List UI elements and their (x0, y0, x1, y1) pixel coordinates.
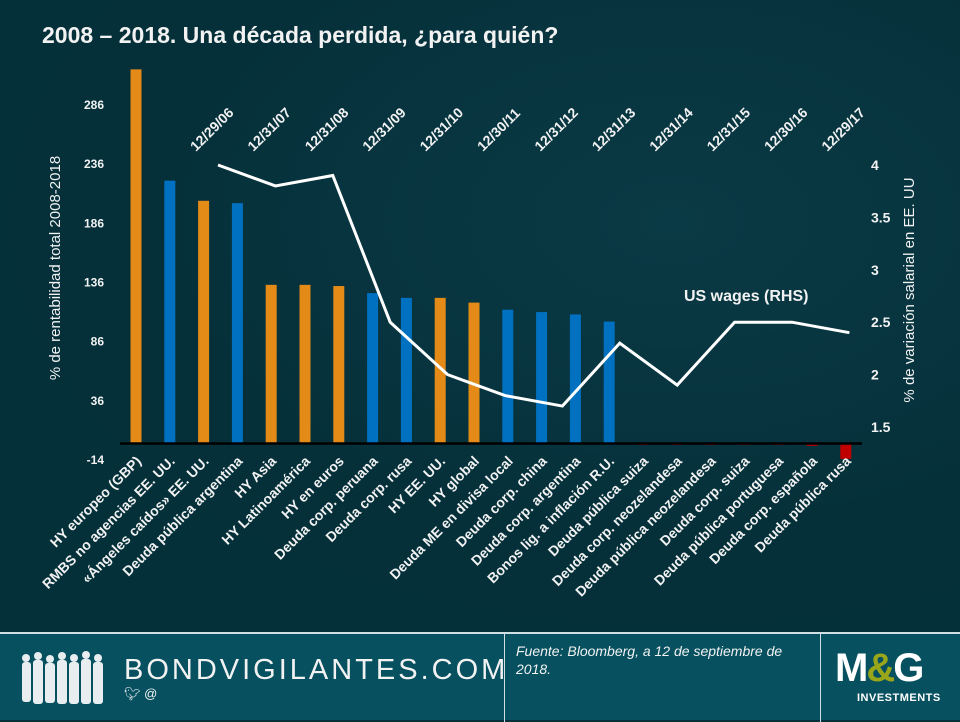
footer: BONDVIGILANTES.COM 🐦︎ @ Fuente: Bloomber… (0, 632, 960, 720)
bar (131, 69, 142, 443)
bar (164, 181, 175, 444)
logo-amp: & (866, 646, 893, 690)
bar (333, 286, 344, 443)
divider (504, 634, 505, 722)
bar (469, 303, 480, 444)
date-label: 12/31/13 (589, 104, 639, 154)
date-label: 12/31/14 (646, 104, 696, 154)
logo-m: M (835, 646, 866, 690)
logo-subtitle: INVESTMENTS (857, 692, 941, 704)
y2-tick-label: 3 (871, 262, 879, 278)
y-tick-label: 186 (84, 216, 104, 230)
chart-svg: 286 236 186 136 86 36 -14 % de rentabilidad tot… (0, 0, 960, 632)
y2-axis-title: % de variación salarial en EE. UU (901, 177, 918, 402)
x-tick-label: RMBS no agencias EE. UU. (39, 453, 178, 592)
bar (266, 285, 277, 444)
people-silhouette-logo-icon (20, 650, 108, 708)
x-tick-label: «Ángeles caídos» EE. UU. (78, 453, 211, 586)
y2-tick-label: 3.5 (871, 209, 891, 225)
bar (367, 293, 378, 443)
y-tick-label: 236 (84, 157, 104, 171)
bar (300, 285, 311, 444)
date-label: 12/31/07 (244, 104, 294, 154)
logo-g: G (893, 646, 922, 690)
bar (401, 298, 412, 444)
y-tick-label: 136 (84, 275, 104, 289)
mg-investments-logo: M&G INVESTMENTS (835, 646, 955, 712)
series-annotation: US wages (RHS) (684, 288, 808, 305)
date-label: 12/30/16 (761, 104, 811, 154)
brand-name: BONDVIGILANTES.COM (124, 654, 508, 687)
bar (232, 203, 243, 443)
bar (570, 314, 581, 443)
date-label: 12/31/10 (416, 104, 466, 154)
date-label: 12/29/06 (187, 104, 237, 154)
us-wages-line (218, 165, 849, 406)
y2-tick-label: 4 (871, 157, 879, 173)
source-note: Fuente: Bloomberg, a 12 de septiembre de… (516, 642, 806, 678)
social-links: 🐦︎ @ (124, 686, 157, 702)
bar (536, 312, 547, 443)
date-label: 12/31/15 (703, 104, 753, 154)
y-tick-label: 36 (91, 394, 105, 408)
y2-tick-label: 2 (871, 367, 879, 383)
y-axis-title: % de rentabilidad total 2008-2018 (47, 156, 64, 380)
date-label: 12/30/11 (474, 105, 523, 154)
divider (820, 634, 821, 722)
bar (198, 201, 209, 444)
date-label: 12/31/09 (359, 104, 409, 154)
y-tick-label: 286 (84, 98, 104, 112)
y2-tick-label: 1.5 (871, 419, 891, 435)
twitter-icon[interactable]: 🐦︎ (124, 686, 141, 701)
y-tick-label: 86 (91, 335, 105, 349)
date-label: 12/31/08 (302, 104, 352, 154)
bar (604, 322, 615, 444)
at-icon[interactable]: @ (144, 686, 157, 701)
date-label: 12/29/17 (818, 104, 868, 154)
y2-tick-label: 2.5 (871, 314, 891, 330)
y-tick-label: -14 (87, 453, 105, 467)
bar (502, 310, 513, 444)
chart-area: 2008 – 2018. Una década perdida, ¿para q… (0, 0, 960, 632)
date-label: 12/31/12 (531, 104, 581, 154)
